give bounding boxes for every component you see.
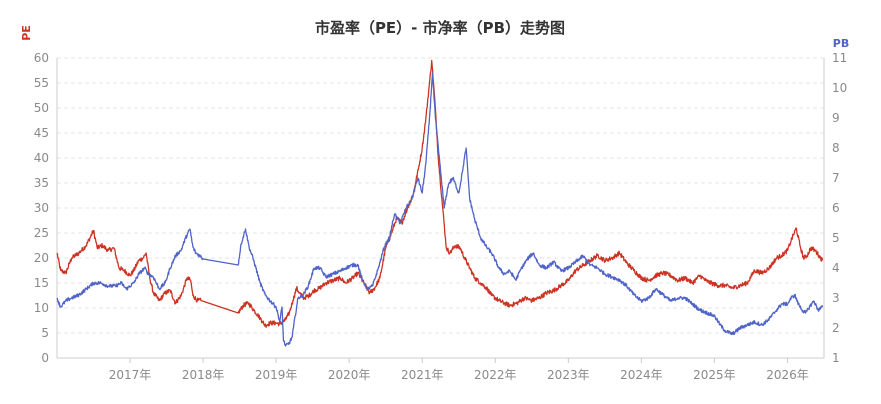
left-tick-label: 5 [41, 326, 49, 340]
right-tick-label: 5 [832, 231, 840, 245]
right-tick-label: 8 [832, 141, 840, 155]
left-axis-name: PE [20, 25, 33, 41]
x-tick-label: 2023年 [547, 368, 590, 382]
right-tick-label: 1 [832, 351, 840, 365]
right-tick-label: 7 [832, 171, 840, 185]
axes: 0510152025303540455055601234567891011201… [34, 51, 848, 382]
right-tick-label: 9 [832, 111, 840, 125]
pe-series-line [56, 59, 824, 328]
right-tick-label: 10 [832, 81, 847, 95]
left-tick-label: 55 [34, 76, 49, 90]
right-tick-label: 2 [832, 321, 840, 335]
left-tick-label: 35 [34, 176, 49, 190]
x-tick-label: 2025年 [693, 368, 736, 382]
x-tick-label: 2024年 [620, 368, 663, 382]
left-tick-label: 0 [41, 351, 49, 365]
left-tick-label: 20 [34, 251, 49, 265]
right-tick-label: 4 [832, 261, 840, 275]
left-tick-label: 25 [34, 226, 49, 240]
chart-title: 市盈率（PE）- 市净率（PB）走势图 [315, 19, 565, 37]
right-tick-label: 6 [832, 201, 840, 215]
left-tick-label: 30 [34, 201, 49, 215]
right-tick-label: 3 [832, 291, 840, 305]
pb-series-line [56, 72, 824, 347]
series-lines [56, 59, 824, 347]
x-tick-label: 2021年 [401, 368, 444, 382]
left-tick-label: 15 [34, 276, 49, 290]
x-tick-label: 2020年 [328, 368, 371, 382]
grid-lines [57, 57, 824, 334]
left-tick-label: 45 [34, 126, 49, 140]
left-tick-label: 60 [34, 51, 49, 65]
x-tick-label: 2022年 [474, 368, 517, 382]
left-tick-label: 50 [34, 101, 49, 115]
right-tick-label: 11 [832, 51, 847, 65]
x-tick-label: 2018年 [182, 368, 225, 382]
right-axis-name: PB [833, 37, 849, 50]
left-tick-label: 10 [34, 301, 49, 315]
x-tick-label: 2019年 [255, 368, 298, 382]
x-tick-label: 2017年 [109, 368, 152, 382]
left-tick-label: 40 [34, 151, 49, 165]
x-tick-label: 2026年 [766, 368, 809, 382]
